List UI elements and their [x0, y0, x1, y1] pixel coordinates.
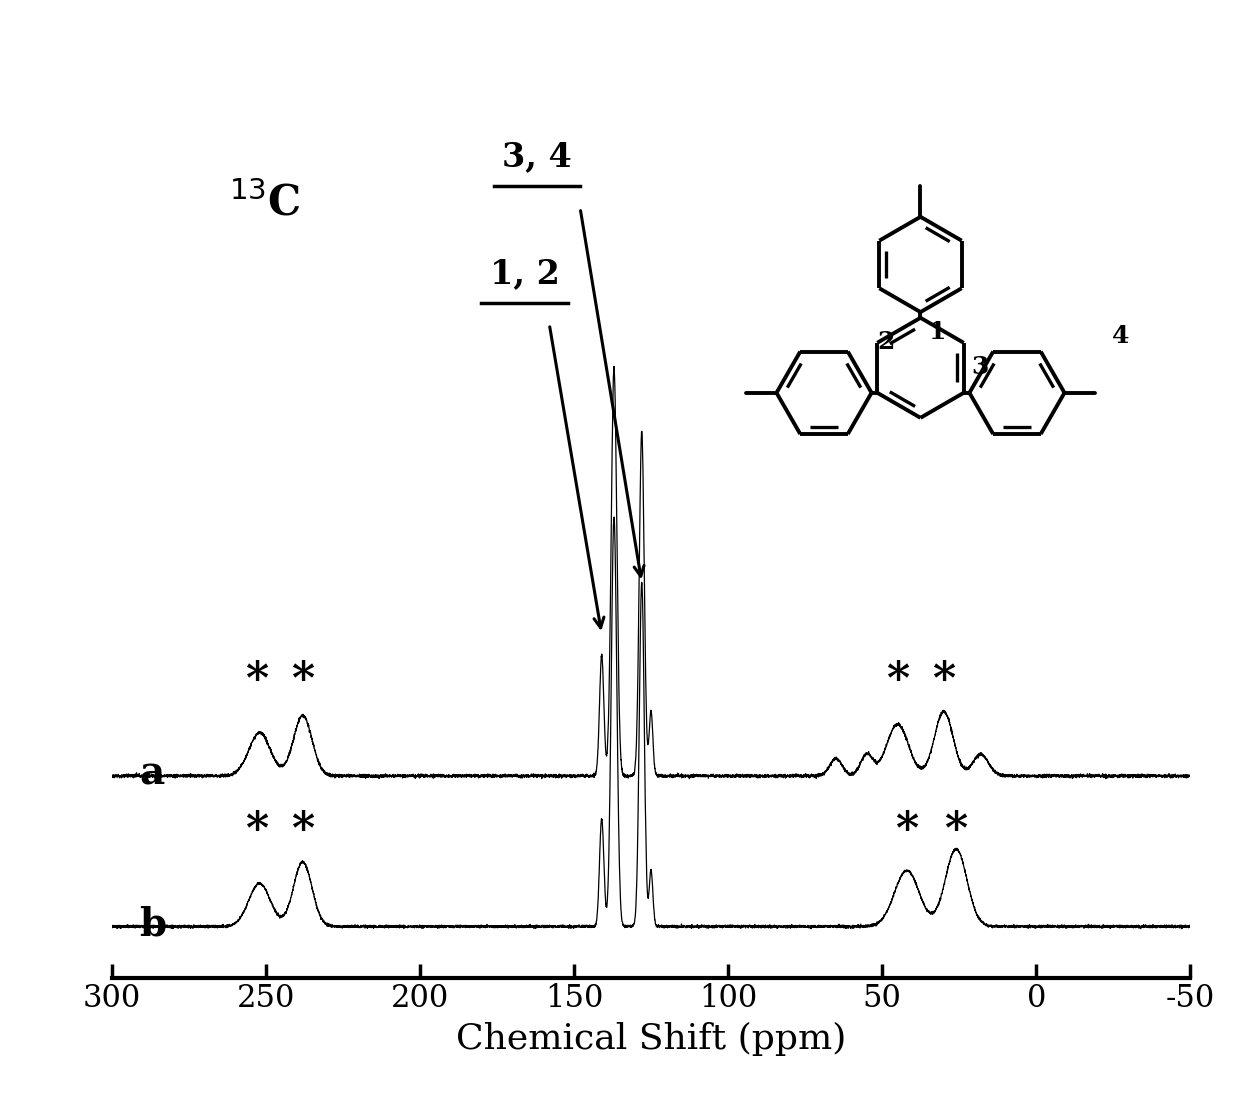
X-axis label: Chemical Shift (ppm): Chemical Shift (ppm): [456, 1022, 846, 1056]
Text: a: a: [139, 755, 165, 792]
Text: *: *: [291, 810, 314, 853]
Text: 3: 3: [971, 355, 988, 379]
Text: *: *: [885, 659, 909, 702]
Text: *: *: [291, 659, 314, 702]
Text: *: *: [895, 810, 919, 853]
Text: 2: 2: [877, 330, 894, 354]
Text: *: *: [244, 659, 268, 702]
Text: b: b: [139, 906, 166, 943]
Text: *: *: [945, 810, 967, 853]
Text: 3, 4: 3, 4: [502, 141, 572, 174]
Text: 4: 4: [1112, 323, 1130, 347]
Text: *: *: [932, 659, 956, 702]
Text: *: *: [244, 810, 268, 853]
Text: $^{13}$C: $^{13}$C: [228, 182, 300, 225]
Text: 1, 2: 1, 2: [490, 257, 559, 290]
Text: 1: 1: [929, 320, 946, 344]
